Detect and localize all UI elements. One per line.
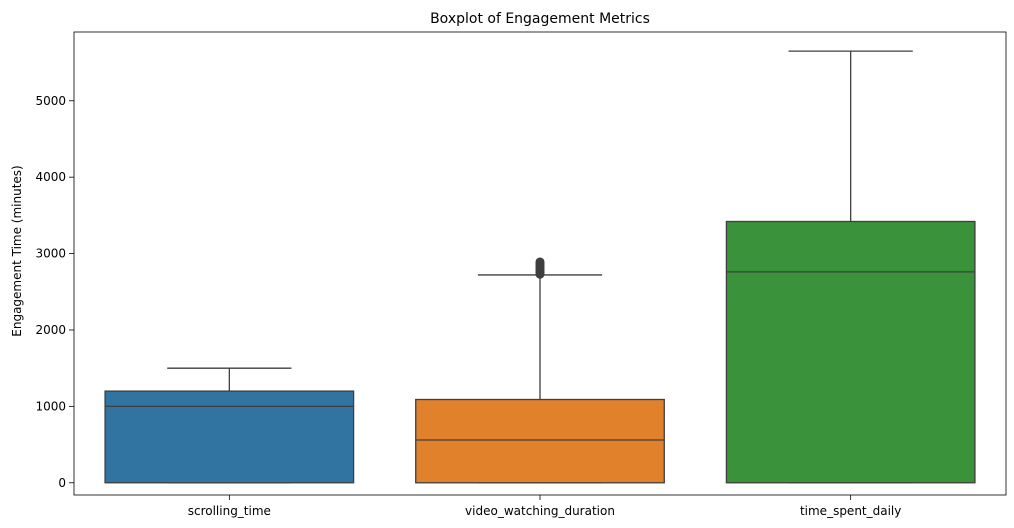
- y-axis-label: Engagement Time (minutes): [10, 165, 24, 336]
- y-ticks-layer: 0 1000 2000 3000 4000 5000: [35, 94, 74, 490]
- box-time_spent_daily: [725, 50, 976, 484]
- iqr-box: [415, 398, 665, 484]
- x-tick-label: time_spent_daily: [800, 504, 901, 518]
- iqr-box: [104, 390, 355, 484]
- chart-title: Boxplot of Engagement Metrics: [430, 11, 650, 27]
- box-scrolling_time: [104, 367, 355, 484]
- x-ticks-layer: scrolling_time video_watching_duration tim…: [188, 495, 901, 518]
- boxes-layer: [104, 50, 976, 484]
- plot-frame: [73, 31, 1007, 496]
- x-tick-label: video_watching_duration: [465, 504, 615, 518]
- outlier-point: [535, 257, 545, 267]
- y-tick-label: 1000: [35, 399, 66, 413]
- y-tick-label: 3000: [35, 247, 66, 261]
- y-tick-label: 4000: [35, 170, 66, 184]
- box-video_watching_duration: [415, 257, 665, 484]
- y-tick-label: 2000: [35, 323, 66, 337]
- y-tick-label: 5000: [35, 94, 66, 108]
- y-tick-label: 0: [58, 476, 66, 490]
- x-tick-label: scrolling_time: [188, 504, 271, 518]
- iqr-box: [725, 220, 976, 484]
